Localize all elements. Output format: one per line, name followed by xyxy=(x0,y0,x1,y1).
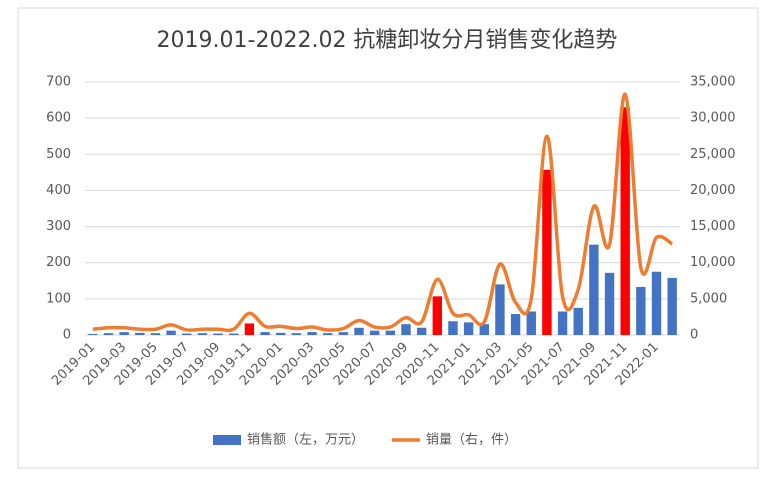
bar xyxy=(323,333,333,335)
bar xyxy=(479,324,489,335)
bar xyxy=(385,330,396,335)
bar xyxy=(495,284,505,335)
bar xyxy=(526,311,536,335)
bar xyxy=(244,323,255,335)
bar xyxy=(276,332,286,335)
bar xyxy=(150,333,161,335)
bar xyxy=(338,332,349,335)
y-tick-label: 200 xyxy=(46,255,71,270)
bar xyxy=(448,321,458,335)
bar xyxy=(229,333,239,335)
bar xyxy=(651,271,662,335)
bar xyxy=(636,286,646,335)
bar xyxy=(307,332,317,335)
bar xyxy=(369,330,380,335)
y2-tick-label: 35,000 xyxy=(690,75,736,90)
y-tick-label: 0 xyxy=(63,328,71,343)
chart-border xyxy=(17,7,759,469)
y-tick-label: 300 xyxy=(46,219,71,234)
line xyxy=(92,92,674,333)
bar xyxy=(557,311,568,335)
legend-swatch xyxy=(213,435,241,445)
bar xyxy=(510,314,521,335)
bar xyxy=(589,244,599,335)
bar xyxy=(542,169,552,335)
bar xyxy=(667,277,677,335)
y2-tick-label: 0 xyxy=(690,328,698,343)
bar xyxy=(620,107,630,335)
bar xyxy=(197,333,208,335)
y2-tick-label: 15,000 xyxy=(690,219,736,234)
bar xyxy=(573,307,583,335)
y-tick-label: 100 xyxy=(46,291,71,306)
y2-tick-label: 5,000 xyxy=(690,291,727,306)
bar xyxy=(260,332,270,335)
bar xyxy=(166,330,176,335)
y-tick-label: 500 xyxy=(46,147,71,162)
y2-tick-label: 10,000 xyxy=(690,255,736,270)
bar xyxy=(463,322,474,335)
y2-tick-label: 30,000 xyxy=(690,111,736,126)
bar xyxy=(213,333,223,335)
chart-title: 2019.01-2022.02 抗糖卸妆分月销售变化趋势 xyxy=(157,28,618,53)
bar xyxy=(88,333,98,335)
bar xyxy=(103,333,114,335)
y-tick-label: 700 xyxy=(46,75,71,90)
bar xyxy=(119,332,129,335)
bar xyxy=(401,324,411,335)
bar xyxy=(432,296,442,335)
bar xyxy=(291,333,302,335)
y-tick-label: 600 xyxy=(46,111,71,126)
bar xyxy=(604,272,615,335)
bar xyxy=(354,327,364,335)
y2-tick-label: 20,000 xyxy=(690,183,736,198)
y2-tick-label: 25,000 xyxy=(690,147,736,162)
y-tick-label: 400 xyxy=(46,183,71,198)
legend-label: 销量（右，件） xyxy=(426,433,517,448)
bar xyxy=(416,327,427,335)
bar xyxy=(182,333,192,335)
bar xyxy=(135,332,145,335)
legend-label: 销售额（左，万元） xyxy=(247,432,364,448)
